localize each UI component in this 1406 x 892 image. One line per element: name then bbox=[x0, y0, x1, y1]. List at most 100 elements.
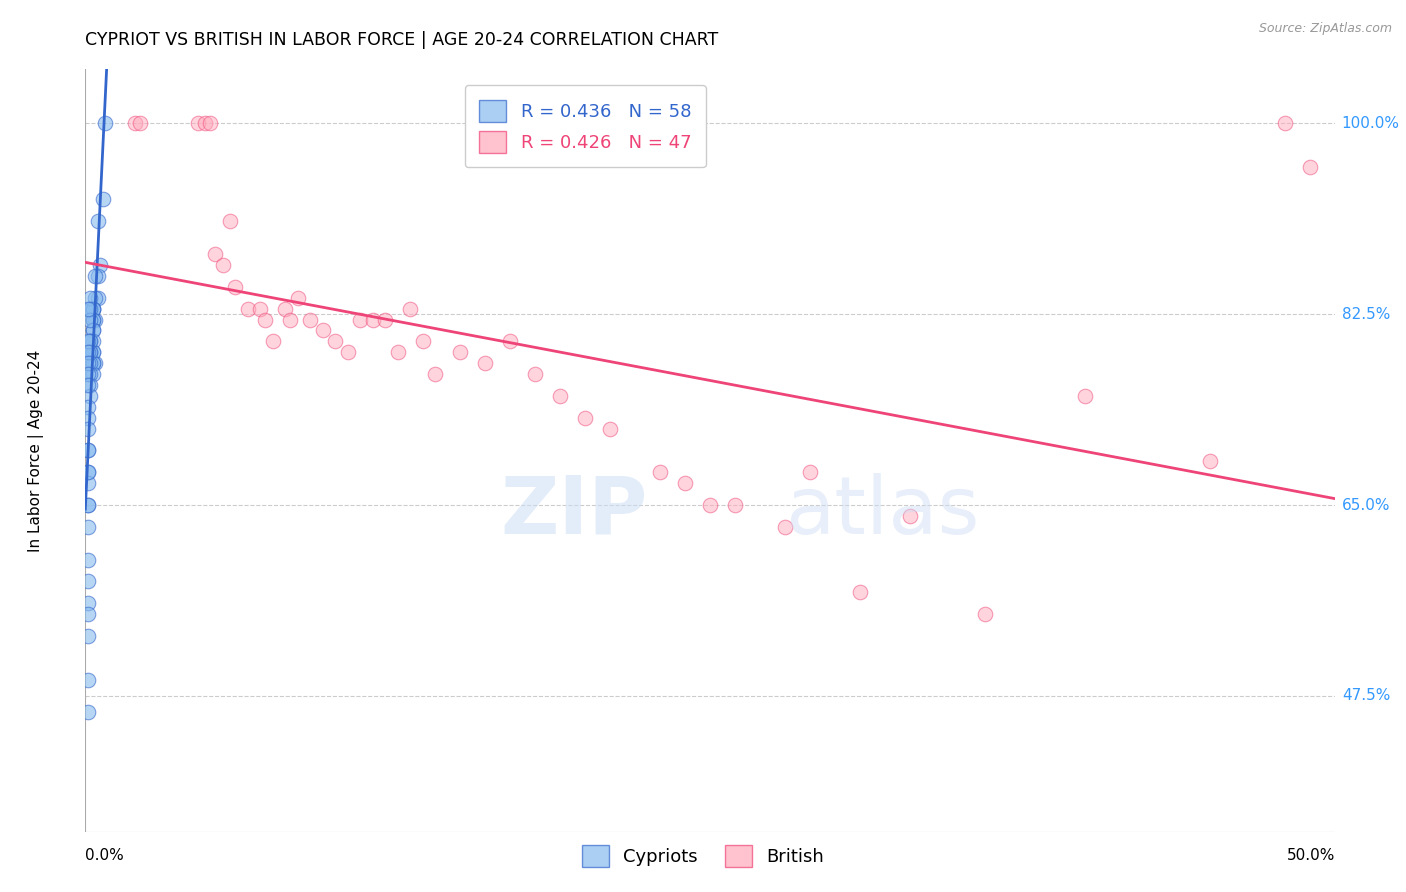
Point bbox=[1074, 389, 1097, 403]
Point bbox=[387, 345, 409, 359]
Point bbox=[84, 312, 107, 326]
Point bbox=[274, 301, 297, 316]
Point bbox=[82, 312, 104, 326]
Point bbox=[194, 116, 217, 130]
Point bbox=[79, 356, 101, 370]
Point bbox=[82, 367, 104, 381]
Point bbox=[87, 268, 110, 283]
Point bbox=[474, 356, 496, 370]
Point bbox=[89, 258, 111, 272]
Point bbox=[187, 116, 209, 130]
Point bbox=[76, 574, 98, 589]
Point bbox=[323, 334, 346, 349]
Point bbox=[224, 279, 246, 293]
Point bbox=[76, 410, 98, 425]
Point bbox=[648, 465, 671, 479]
Point bbox=[79, 301, 101, 316]
Point bbox=[211, 258, 233, 272]
Point bbox=[236, 301, 259, 316]
Point bbox=[574, 410, 596, 425]
Point bbox=[94, 116, 117, 130]
Point bbox=[76, 465, 98, 479]
Point bbox=[82, 356, 104, 370]
Point bbox=[76, 443, 98, 458]
Point bbox=[76, 629, 98, 643]
Text: Source: ZipAtlas.com: Source: ZipAtlas.com bbox=[1258, 22, 1392, 36]
Point bbox=[79, 291, 101, 305]
Point bbox=[82, 345, 104, 359]
Legend: Cypriots, British: Cypriots, British bbox=[575, 838, 831, 874]
Point bbox=[724, 498, 747, 512]
Point bbox=[76, 367, 98, 381]
Point bbox=[82, 334, 104, 349]
Point bbox=[84, 268, 107, 283]
Point bbox=[79, 312, 101, 326]
Point bbox=[499, 334, 522, 349]
Legend: R = 0.436   N = 58, R = 0.426   N = 47: R = 0.436 N = 58, R = 0.426 N = 47 bbox=[464, 86, 706, 167]
Text: 100.0%: 100.0% bbox=[1341, 116, 1400, 130]
Text: atlas: atlas bbox=[785, 473, 980, 550]
Text: 0.0%: 0.0% bbox=[86, 848, 124, 863]
Point bbox=[76, 673, 98, 687]
Point bbox=[898, 508, 921, 523]
Point bbox=[262, 334, 284, 349]
Text: In Labor Force | Age 20-24: In Labor Force | Age 20-24 bbox=[28, 350, 44, 551]
Point bbox=[79, 389, 101, 403]
Point bbox=[76, 301, 98, 316]
Point bbox=[82, 356, 104, 370]
Point bbox=[79, 334, 101, 349]
Point bbox=[699, 498, 721, 512]
Point bbox=[76, 498, 98, 512]
Point bbox=[87, 291, 110, 305]
Point bbox=[336, 345, 359, 359]
Point bbox=[82, 323, 104, 337]
Point bbox=[76, 345, 98, 359]
Point bbox=[84, 356, 107, 370]
Point bbox=[76, 400, 98, 414]
Point bbox=[79, 378, 101, 392]
Text: 65.0%: 65.0% bbox=[1341, 498, 1391, 513]
Point bbox=[82, 301, 104, 316]
Point bbox=[82, 323, 104, 337]
Point bbox=[76, 476, 98, 491]
Point bbox=[524, 367, 547, 381]
Point bbox=[204, 247, 226, 261]
Point bbox=[76, 596, 98, 610]
Point bbox=[799, 465, 821, 479]
Point bbox=[79, 334, 101, 349]
Point bbox=[1274, 116, 1296, 130]
Point bbox=[76, 520, 98, 534]
Point bbox=[124, 116, 146, 130]
Point bbox=[219, 214, 242, 228]
Point bbox=[76, 422, 98, 436]
Point bbox=[312, 323, 335, 337]
Point bbox=[76, 356, 98, 370]
Point bbox=[423, 367, 446, 381]
Point bbox=[673, 476, 696, 491]
Text: 50.0%: 50.0% bbox=[1286, 848, 1334, 863]
Point bbox=[79, 345, 101, 359]
Point bbox=[1198, 454, 1220, 468]
Point bbox=[79, 367, 101, 381]
Point bbox=[449, 345, 471, 359]
Point bbox=[79, 345, 101, 359]
Point bbox=[76, 334, 98, 349]
Point bbox=[76, 378, 98, 392]
Point bbox=[76, 706, 98, 720]
Point bbox=[599, 422, 621, 436]
Text: CYPRIOT VS BRITISH IN LABOR FORCE | AGE 20-24 CORRELATION CHART: CYPRIOT VS BRITISH IN LABOR FORCE | AGE … bbox=[86, 31, 718, 49]
Point bbox=[76, 498, 98, 512]
Point bbox=[361, 312, 384, 326]
Point bbox=[82, 301, 104, 316]
Point bbox=[374, 312, 396, 326]
Point bbox=[91, 193, 114, 207]
Point bbox=[254, 312, 277, 326]
Point bbox=[278, 312, 301, 326]
Text: ZIP: ZIP bbox=[501, 473, 648, 550]
Point bbox=[82, 301, 104, 316]
Point bbox=[84, 291, 107, 305]
Point bbox=[76, 607, 98, 622]
Point bbox=[399, 301, 422, 316]
Point bbox=[82, 312, 104, 326]
Point bbox=[849, 585, 872, 599]
